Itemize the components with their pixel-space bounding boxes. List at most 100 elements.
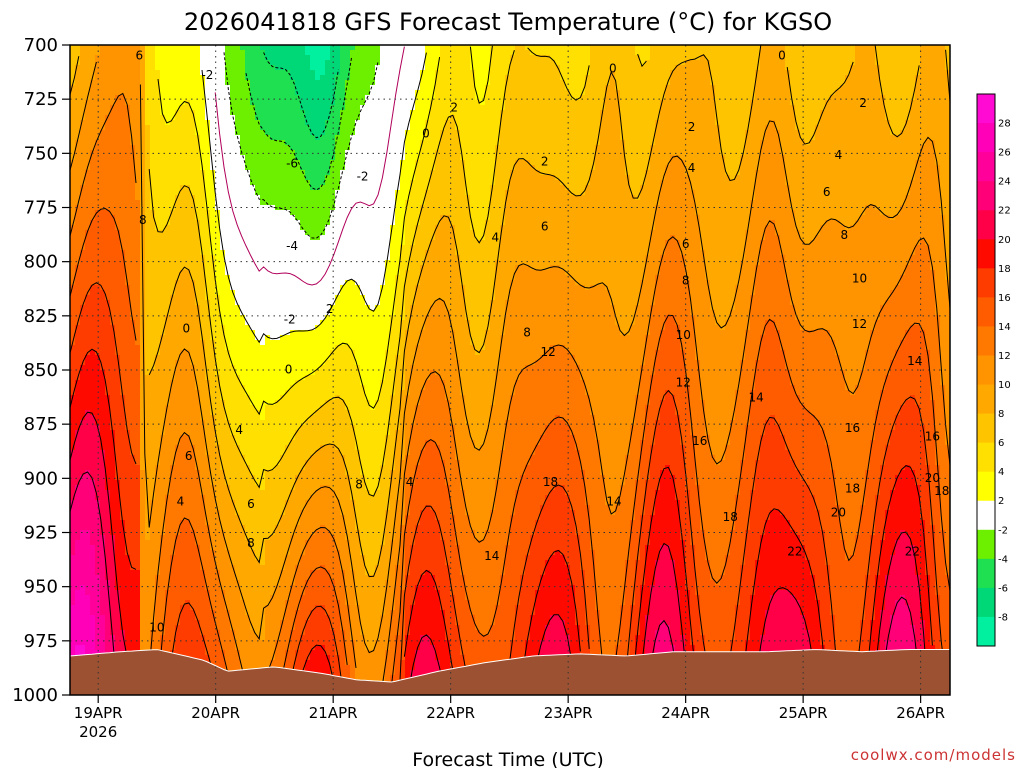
temp-band-cell bbox=[215, 295, 221, 376]
temp-band-cell bbox=[155, 575, 161, 695]
temp-band-cell bbox=[875, 495, 881, 576]
isotherm-6 bbox=[148, 47, 647, 497]
temp-band-cell bbox=[670, 475, 676, 561]
temp-band-cell bbox=[915, 75, 921, 161]
temp-band-cell bbox=[780, 350, 786, 436]
temp-band-cell bbox=[445, 120, 451, 216]
contour-label: 8 bbox=[355, 477, 363, 491]
temp-band-cell bbox=[925, 465, 931, 576]
temp-band-cell bbox=[550, 420, 556, 491]
temp-band-cell bbox=[510, 395, 516, 516]
temp-band-cell bbox=[770, 415, 776, 511]
temp-band-cell bbox=[215, 570, 221, 631]
temp-band-cell bbox=[580, 470, 586, 571]
temp-band-cell bbox=[625, 560, 631, 656]
temp-band-cell bbox=[750, 490, 756, 596]
temp-band-cell bbox=[335, 550, 341, 601]
temp-band-cell bbox=[840, 45, 846, 86]
temp-band-cell bbox=[675, 500, 681, 591]
temp-band-cell bbox=[335, 600, 341, 656]
temp-band-cell bbox=[515, 380, 521, 491]
temp-band-cell bbox=[615, 90, 621, 326]
y-axis: 700 725 750 775 800 825 850 875 900 925 950 975 1000 bbox=[12, 35, 70, 706]
temp-band-cell bbox=[665, 165, 671, 241]
temp-band-cell bbox=[775, 590, 781, 666]
temp-band-cell bbox=[915, 575, 921, 661]
temp-band-cell bbox=[545, 495, 551, 561]
colorbar-label: 28 bbox=[998, 119, 1011, 130]
temp-band-cell bbox=[110, 215, 116, 326]
temp-band-cell bbox=[665, 45, 671, 86]
temp-band-cell bbox=[750, 200, 756, 296]
temp-band-cell bbox=[575, 365, 581, 451]
temp-band-cell bbox=[235, 375, 241, 446]
temp-band-cell bbox=[810, 495, 816, 576]
temp-band-cell bbox=[780, 155, 786, 256]
temp-band-cell bbox=[145, 125, 151, 376]
temp-band-cell bbox=[660, 255, 666, 331]
temp-band-cell bbox=[235, 45, 241, 136]
temp-band-cell bbox=[280, 140, 286, 211]
temp-band-cell bbox=[675, 415, 681, 501]
temp-band-cell bbox=[875, 320, 881, 411]
temp-band-cell bbox=[515, 45, 521, 161]
temp-band-cell bbox=[120, 95, 126, 251]
temp-band-cell bbox=[490, 300, 496, 406]
temp-band-cell bbox=[645, 615, 651, 686]
temp-band-cell bbox=[395, 565, 401, 636]
temp-band-cell bbox=[150, 45, 156, 211]
temp-band-cell bbox=[400, 160, 406, 246]
temp-band-cell bbox=[710, 45, 716, 86]
temp-band-cell bbox=[315, 605, 321, 646]
temp-band-cell bbox=[535, 445, 541, 521]
temp-band-cell bbox=[465, 195, 471, 321]
temp-band-cell bbox=[570, 585, 576, 666]
temp-band-cell bbox=[645, 45, 651, 61]
temp-band-cell bbox=[210, 45, 216, 171]
temp-band-cell bbox=[790, 305, 796, 386]
temp-band-cell bbox=[880, 45, 886, 96]
temp-band-cell bbox=[660, 100, 666, 181]
temp-band-cell bbox=[880, 465, 886, 541]
temp-band-cell bbox=[935, 165, 941, 316]
temp-band-cell bbox=[565, 90, 571, 191]
temp-band-cell bbox=[800, 615, 806, 681]
temp-band-cell bbox=[305, 580, 311, 621]
temp-band-cell bbox=[715, 465, 721, 586]
temp-band-cell bbox=[470, 70, 476, 231]
temp-band-cell bbox=[570, 510, 576, 586]
temp-band-cell bbox=[535, 270, 541, 361]
temp-band-cell bbox=[360, 385, 366, 476]
temp-band-cell bbox=[320, 185, 326, 236]
temp-band-cell bbox=[595, 145, 601, 286]
temp-band-cell bbox=[315, 140, 321, 191]
temp-band-cell bbox=[220, 325, 226, 401]
temp-band-cell bbox=[905, 465, 911, 536]
temp-band-cell bbox=[770, 595, 776, 681]
temp-band-cell bbox=[870, 535, 876, 621]
temp-band-cell bbox=[730, 420, 736, 531]
temp-band-cell bbox=[730, 310, 736, 421]
temp-band-cell bbox=[405, 130, 411, 201]
temp-band-cell bbox=[405, 330, 411, 396]
temp-band-cell bbox=[410, 545, 416, 606]
temp-band-cell bbox=[380, 45, 386, 286]
temp-band-cell bbox=[500, 110, 506, 226]
temp-band-cell bbox=[190, 110, 196, 196]
temp-band-cell bbox=[370, 495, 376, 576]
temp-band-cell bbox=[535, 170, 541, 271]
temp-band-cell bbox=[180, 605, 186, 695]
temp-band-cell bbox=[335, 655, 341, 695]
temp-band-cell bbox=[315, 570, 321, 606]
temp-band-cell bbox=[230, 365, 236, 436]
temp-band-cell bbox=[925, 350, 931, 466]
temp-band-cell bbox=[835, 45, 841, 91]
temp-band-cell bbox=[890, 555, 896, 616]
temp-band-cell bbox=[345, 45, 351, 81]
temp-band-cell bbox=[940, 215, 946, 386]
temp-band-cell bbox=[885, 215, 891, 301]
temp-band-cell bbox=[405, 575, 411, 636]
temp-band-cell bbox=[295, 475, 301, 526]
temp-band-cell bbox=[400, 45, 406, 161]
